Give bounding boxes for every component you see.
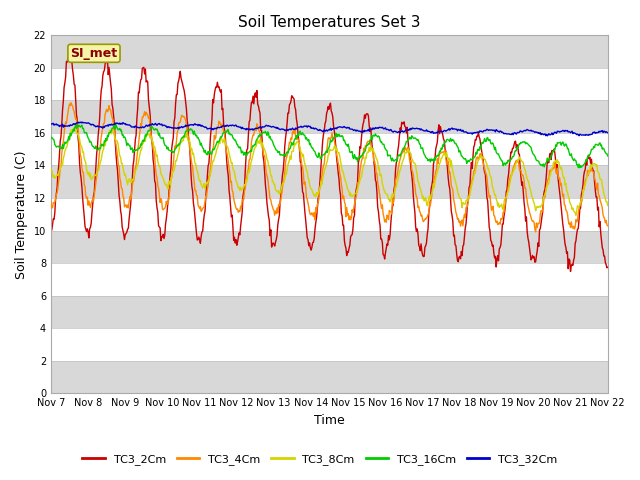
TC3_4Cm <box>201 199 209 205</box>
TC3_32Cm <box>604 130 612 135</box>
Bar <box>51 296 608 328</box>
TC3_8Cm <box>70 125 78 131</box>
TC3_2Cm <box>566 268 574 274</box>
TC3_16Cm <box>172 145 179 151</box>
Y-axis label: Soil Temperature (C): Soil Temperature (C) <box>15 150 28 278</box>
TC3_8Cm <box>172 158 179 164</box>
TC3_16Cm <box>414 137 422 143</box>
TC3_4Cm <box>172 145 179 151</box>
TC3_8Cm <box>47 166 55 171</box>
TC3_4Cm <box>414 204 422 210</box>
TC3_8Cm <box>414 179 422 184</box>
TC3_2Cm <box>67 53 74 59</box>
TC3_16Cm <box>398 149 406 155</box>
TC3_16Cm <box>604 153 612 159</box>
TC3_2Cm <box>201 208 209 214</box>
Line: TC3_8Cm: TC3_8Cm <box>51 128 608 216</box>
TC3_16Cm <box>57 145 65 151</box>
TC3_8Cm <box>201 185 209 191</box>
TC3_2Cm <box>57 134 65 140</box>
TC3_8Cm <box>572 213 580 218</box>
Line: TC3_2Cm: TC3_2Cm <box>51 56 608 271</box>
Line: TC3_16Cm: TC3_16Cm <box>51 124 608 168</box>
TC3_32Cm <box>201 124 209 130</box>
TC3_2Cm <box>47 226 55 232</box>
TC3_2Cm <box>115 192 123 198</box>
TC3_4Cm <box>47 198 55 204</box>
TC3_16Cm <box>576 165 584 170</box>
TC3_32Cm <box>77 119 85 125</box>
TC3_32Cm <box>414 126 422 132</box>
TC3_8Cm <box>115 149 123 155</box>
X-axis label: Time: Time <box>314 414 345 427</box>
TC3_2Cm <box>414 231 422 237</box>
Legend: TC3_2Cm, TC3_4Cm, TC3_8Cm, TC3_16Cm, TC3_32Cm: TC3_2Cm, TC3_4Cm, TC3_8Cm, TC3_16Cm, TC3… <box>78 450 562 469</box>
Text: SI_met: SI_met <box>70 47 118 60</box>
TC3_32Cm <box>57 123 65 129</box>
TC3_8Cm <box>398 162 406 168</box>
TC3_4Cm <box>398 151 406 156</box>
TC3_32Cm <box>172 125 179 131</box>
TC3_2Cm <box>172 101 179 107</box>
TC3_8Cm <box>604 203 612 208</box>
TC3_32Cm <box>47 121 55 127</box>
Bar <box>51 230 608 263</box>
Line: TC3_4Cm: TC3_4Cm <box>51 103 608 232</box>
TC3_4Cm <box>57 164 65 169</box>
TC3_16Cm <box>115 126 123 132</box>
TC3_16Cm <box>47 135 55 141</box>
Line: TC3_32Cm: TC3_32Cm <box>51 122 608 136</box>
Bar <box>51 166 608 198</box>
TC3_4Cm <box>67 100 75 106</box>
TC3_8Cm <box>57 161 65 167</box>
TC3_2Cm <box>398 120 406 125</box>
Bar <box>51 360 608 393</box>
TC3_4Cm <box>115 164 123 169</box>
TC3_32Cm <box>115 121 123 127</box>
TC3_4Cm <box>604 223 612 228</box>
TC3_16Cm <box>201 147 209 153</box>
Bar <box>51 36 608 68</box>
TC3_32Cm <box>543 133 551 139</box>
TC3_4Cm <box>532 229 540 235</box>
TC3_2Cm <box>604 264 612 270</box>
Bar <box>51 100 608 133</box>
TC3_32Cm <box>398 129 406 134</box>
TC3_16Cm <box>72 121 79 127</box>
Title: Soil Temperatures Set 3: Soil Temperatures Set 3 <box>238 15 420 30</box>
